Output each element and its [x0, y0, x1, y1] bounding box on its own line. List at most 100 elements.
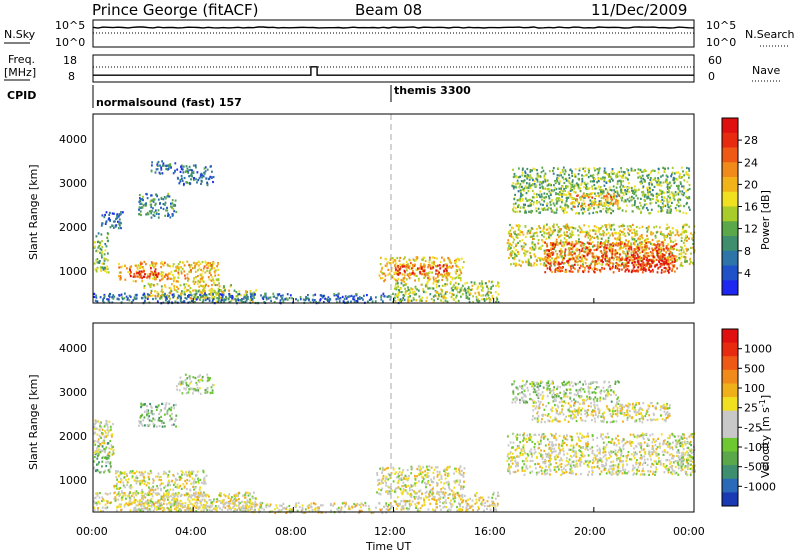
power-cell-r17: [543, 207, 546, 210]
power-cell-r17: [666, 187, 669, 190]
power-cell-r17: [662, 199, 665, 202]
power-cell-r17: [606, 189, 609, 192]
power-cell-r17: [652, 178, 655, 181]
power-cell-r8: [181, 177, 183, 180]
power-cell-r10: [297, 299, 299, 302]
power-cell-r17: [674, 207, 677, 210]
velocity-cell-r2: [132, 472, 135, 475]
power-cell-r14: [641, 237, 644, 240]
power-cell-r14: [618, 260, 621, 263]
power-cell-r12: [439, 273, 442, 276]
velocity-cell-r2: [174, 492, 177, 495]
power-cell-r3: [132, 275, 135, 278]
power-cell-r6: [252, 300, 254, 303]
velocity-cell-r1: [102, 442, 105, 445]
power-cell-r15: [633, 269, 636, 273]
power-cell-r14: [534, 232, 536, 235]
power-cell-r14: [630, 228, 633, 231]
power-cell-r17: [632, 169, 635, 172]
power-cell-r18: [616, 199, 619, 203]
power-cell-r10: [134, 293, 137, 297]
power-cell-r17: [521, 198, 524, 201]
power-cell-r12: [429, 267, 432, 270]
power-cell-r14: [552, 229, 555, 232]
power-cell-r17: [601, 192, 603, 195]
power-cell-r14: [549, 259, 552, 262]
power-cell-r15: [578, 266, 581, 270]
power-cell-r15: [570, 251, 572, 254]
power-cell-r10: [284, 297, 287, 301]
power-cell-r13: [480, 289, 483, 292]
power-cell-r10: [143, 300, 146, 304]
power-cell-r14: [539, 259, 542, 262]
power-cell-r16: [648, 265, 651, 268]
velocity-cell-r1: [112, 448, 115, 452]
power-cell-r10: [250, 298, 253, 302]
power-cell-r10: [304, 299, 307, 302]
power-cell-r11: [423, 276, 425, 279]
power-cell-r15: [576, 257, 578, 260]
power-cell-r13: [415, 293, 417, 296]
power-cell-r14: [554, 250, 557, 253]
velocity-cell-r1: [112, 452, 115, 455]
power-cell-r14: [560, 239, 562, 242]
power-cell-r5: [160, 290, 163, 293]
power-cell-r13: [431, 287, 434, 290]
power-cell-r17: [641, 191, 644, 194]
power-cell-r17: [531, 199, 533, 202]
velocity-cell-r2: [134, 476, 137, 479]
power-cell-r2: [137, 264, 140, 267]
power-cell-r10: [392, 292, 394, 295]
power-cell-r14: [612, 249, 615, 252]
power-cell-r17: [671, 166, 674, 169]
power-cell-r8: [189, 182, 191, 185]
power-cell-r1: [119, 224, 121, 227]
power-cell-r11: [435, 277, 437, 280]
power-cell-r15: [548, 252, 551, 255]
power-cell-r14: [655, 225, 658, 228]
power-cell-r14: [606, 256, 608, 259]
power-cell-r11: [458, 273, 461, 277]
velocity-cell-r2: [188, 473, 191, 476]
power-cell-r13: [440, 292, 443, 295]
power-cell-r15: [574, 252, 576, 255]
power-cell-r15: [544, 241, 546, 244]
velocity-cell-r2: [148, 472, 151, 476]
power-cell-r10: [195, 298, 198, 301]
power-cell-r18: [571, 197, 574, 200]
power-cell-r4: [186, 273, 189, 276]
velocity-cell-r3: [181, 502, 184, 505]
velocity-cell-r1: [96, 449, 99, 452]
power-cell-r17: [612, 179, 614, 182]
power-cell-r17: [579, 190, 582, 193]
power-cell-r11: [435, 280, 438, 283]
power-cell-r14: [518, 259, 521, 262]
power-cell-r4: [210, 263, 213, 267]
power-cell-r16: [660, 264, 663, 267]
power-cell-r14: [625, 239, 627, 242]
power-cell-r17: [586, 187, 589, 191]
velocity-cell-r2: [194, 486, 197, 489]
power-cell-r12: [448, 273, 451, 276]
power-cell-r4: [168, 272, 171, 275]
power-cell-r11: [429, 256, 431, 259]
power-cell-r13: [476, 287, 479, 291]
power-cell-r15: [605, 255, 608, 258]
velocity-cell-r3: [102, 510, 104, 513]
power-cell-r15: [637, 246, 640, 249]
power-cell-r5: [163, 284, 166, 287]
power-cell-r13: [470, 281, 473, 284]
power-cell-r14: [663, 249, 665, 252]
velocity-cell-r2: [151, 487, 153, 490]
power-cell-r17: [621, 188, 623, 191]
power-cell-r5: [203, 284, 206, 287]
power-cell-r11: [421, 258, 424, 261]
power-cell-r6: [212, 290, 215, 293]
velocity-cell-r0: [104, 448, 107, 451]
velocity-cell-r1: [99, 429, 101, 432]
power-cell-r15: [572, 246, 574, 249]
power-cell-r15: [639, 268, 642, 271]
power-cell-r14: [693, 249, 696, 252]
power-cell-r0: [94, 245, 96, 248]
power-cell-r14: [631, 238, 634, 241]
